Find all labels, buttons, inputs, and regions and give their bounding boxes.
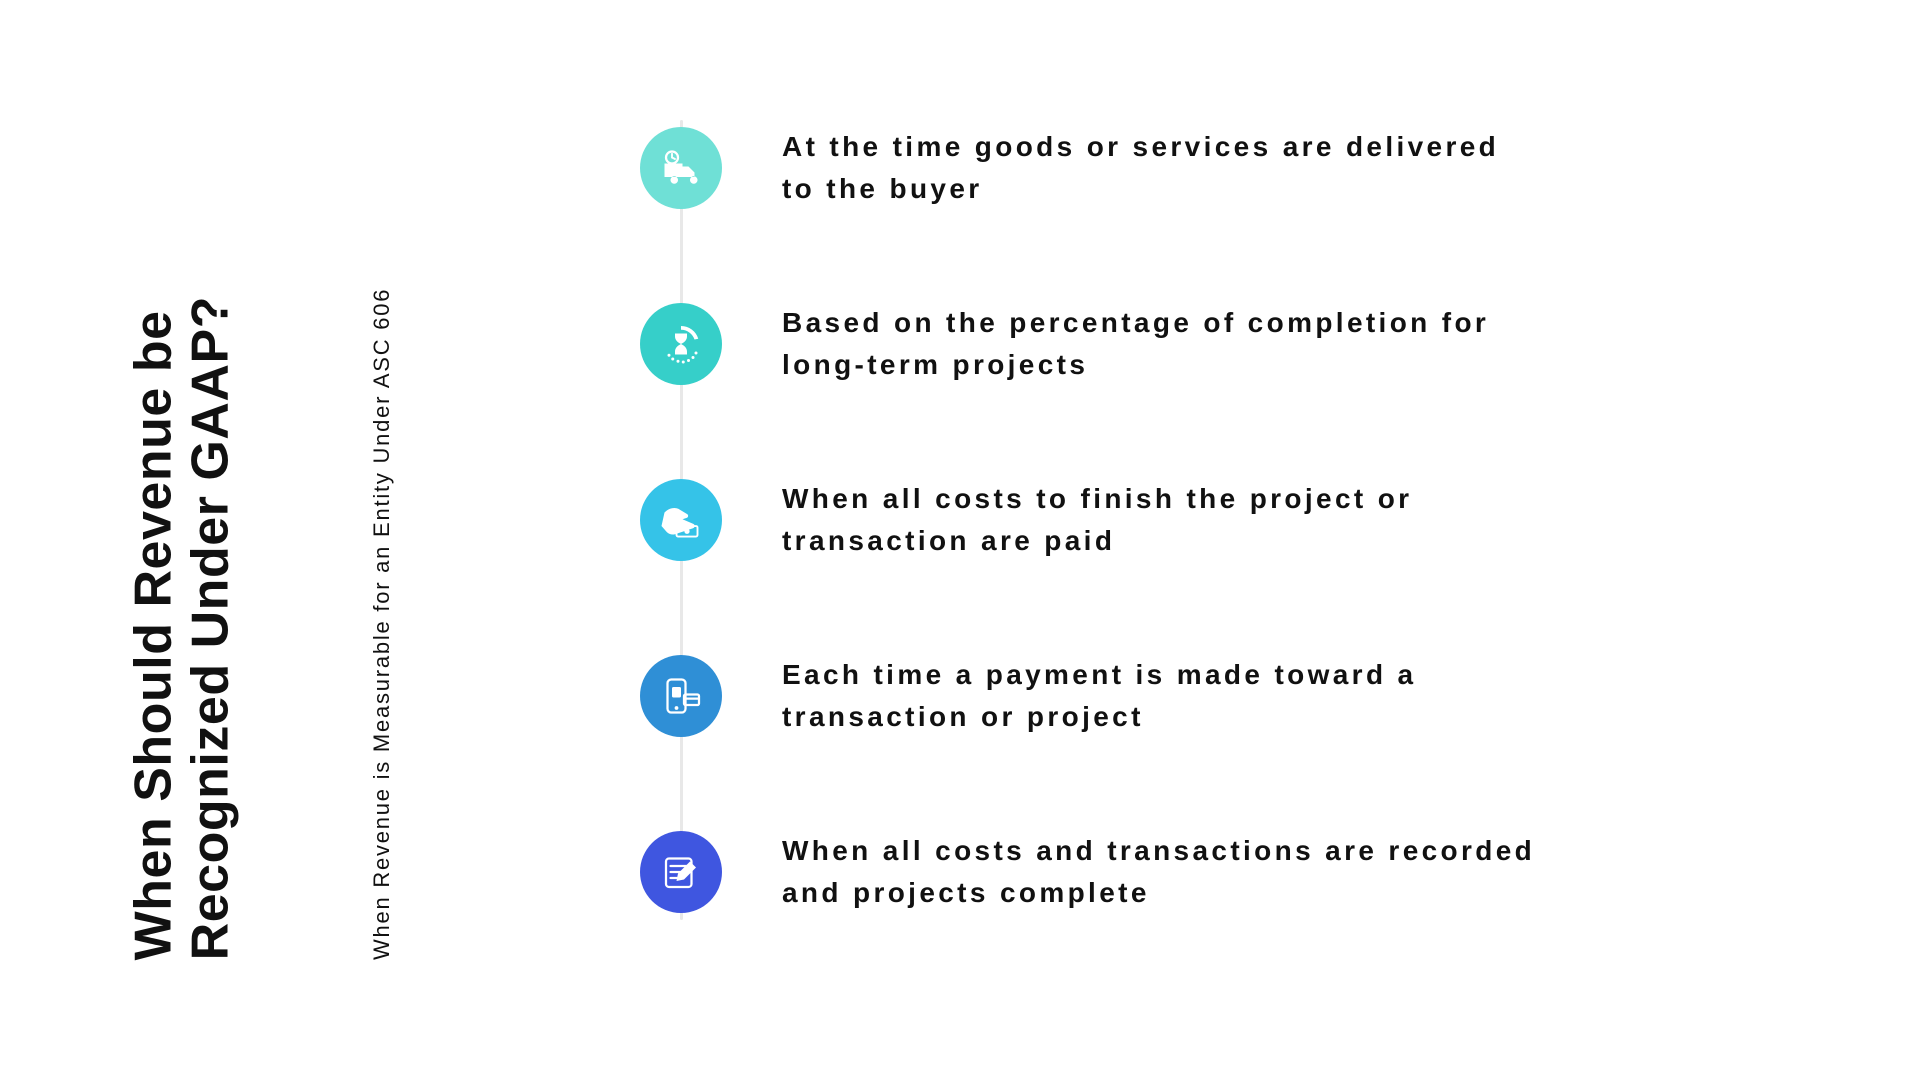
timeline-item: When all costs to finish the project or …	[640, 432, 1680, 608]
title-block: When Should Revenue be Recognized Under …	[240, 80, 500, 960]
timeline-item-label: At the time goods or services are delive…	[782, 126, 1542, 210]
timeline-item: Based on the percentage of completion fo…	[640, 256, 1680, 432]
timeline-item: At the time goods or services are delive…	[640, 80, 1680, 256]
ledger-pen-icon	[640, 831, 722, 913]
timeline-items: At the time goods or services are delive…	[640, 80, 1680, 960]
mobile-card-icon	[640, 655, 722, 737]
timeline: At the time goods or services are delive…	[640, 80, 1680, 960]
main-title: When Should Revenue be Recognized Under …	[126, 296, 240, 960]
infographic-canvas: When Should Revenue be Recognized Under …	[240, 80, 1680, 960]
timeline-item: Each time a payment is made toward a tra…	[640, 608, 1680, 784]
timeline-item: When all costs and transactions are reco…	[640, 784, 1680, 960]
hourglass-cycle-icon	[640, 303, 722, 385]
main-title-line1: When Should Revenue be	[125, 310, 183, 960]
timeline-item-label: Each time a payment is made toward a tra…	[782, 654, 1542, 738]
hand-cash-icon	[640, 479, 722, 561]
timeline-item-label: When all costs to finish the project or …	[782, 478, 1542, 562]
timeline-item-label: Based on the percentage of completion fo…	[782, 302, 1542, 386]
timeline-item-label: When all costs and transactions are reco…	[782, 830, 1542, 914]
delivery-truck-clock-icon	[640, 127, 722, 209]
subtitle: When Revenue is Measurable for an Entity…	[369, 288, 395, 960]
main-title-line2: Recognized Under GAAP?	[182, 296, 240, 960]
